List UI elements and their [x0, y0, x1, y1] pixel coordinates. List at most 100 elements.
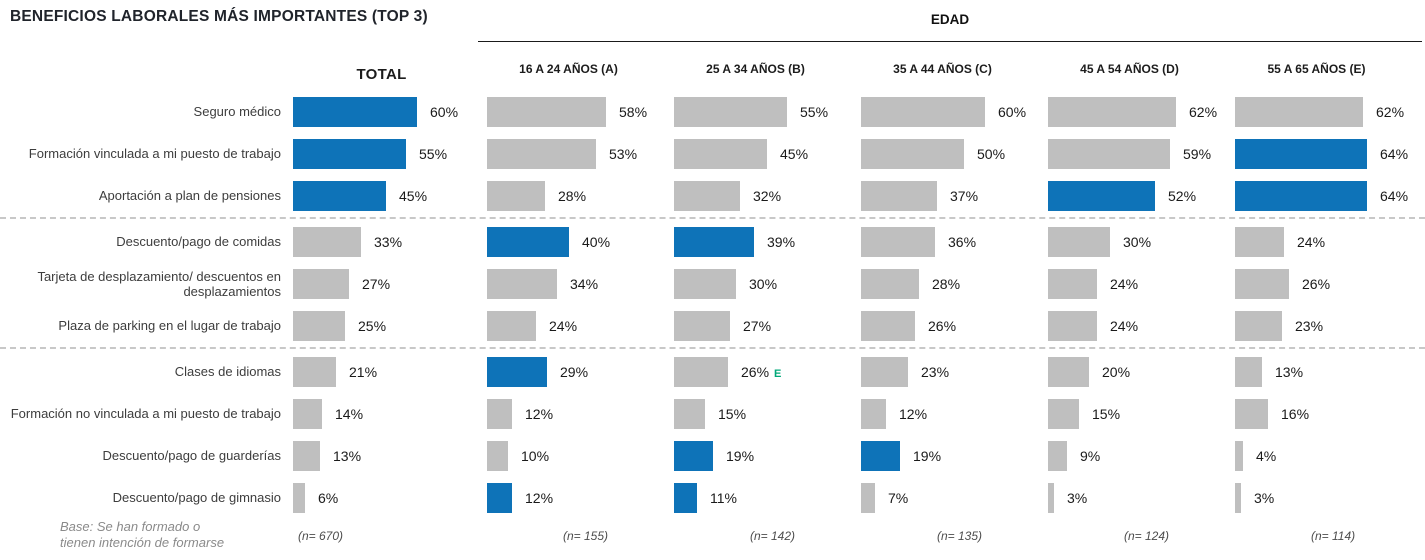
dashed-separator-line [0, 347, 1425, 351]
row-label: Tarjeta de desplazamiento/ descuentos en… [37, 268, 281, 299]
bar-cell: 7% [849, 483, 1036, 513]
bar-cell: 23% [849, 357, 1036, 387]
bar [487, 441, 508, 471]
bar-value-label: 29% [560, 364, 589, 380]
bar [861, 227, 935, 257]
bar-cell: 32% [662, 181, 849, 211]
bar [1048, 357, 1089, 387]
bar-cell: 28% [849, 269, 1036, 299]
bar-cell: 19% [662, 441, 849, 471]
bar-value-label: 28% [558, 188, 587, 204]
bar-cell: 39% [662, 227, 849, 257]
bar-value-label: 7% [888, 490, 909, 506]
row-label: Descuento/pago de comidas [116, 234, 281, 250]
bar-cell: 4% [1223, 441, 1410, 471]
bar-cell: 33% [288, 227, 475, 257]
bar-cell: 60% [288, 97, 475, 127]
bar [674, 181, 740, 211]
bar-value-label: 50% [977, 146, 1006, 162]
bar [1048, 97, 1176, 127]
base-count: (n= 124) [1124, 529, 1170, 543]
bar [1235, 441, 1243, 471]
bar [1235, 357, 1262, 387]
row-label: Formación vinculada a mi puesto de traba… [28, 146, 281, 162]
chart-row: Clases de idiomas 21% 29% 26% E 23% 20% 13% [0, 351, 1425, 393]
bar-value-label: 25% [358, 318, 387, 334]
bar-value-label: 9% [1080, 448, 1101, 464]
highlighted-bar [293, 181, 386, 211]
highlighted-bar [1235, 181, 1367, 211]
bar-value-label: 11% [710, 490, 737, 506]
bar-cell: 60% [849, 97, 1036, 127]
bar-value-label: 24% [1110, 276, 1139, 292]
bar-cell: 64% [1223, 139, 1410, 169]
bar [861, 311, 915, 341]
bar-value-label: 3% [1067, 490, 1088, 506]
bar-cell: 10% [475, 441, 662, 471]
bar-value-label: 53% [609, 146, 638, 162]
chart-row: Descuento/pago de guarderías 13% 10% 19% 19%… [0, 435, 1425, 477]
bar-cell: 19% [849, 441, 1036, 471]
bar-cell: 30% [1036, 227, 1223, 257]
base-count: (n= 114) [1311, 529, 1356, 543]
bar-value-label: 26% [741, 364, 770, 380]
base-count: (n= 142) [750, 529, 796, 543]
dashed-separator-line [0, 217, 1425, 221]
bar [293, 269, 349, 299]
bar [1048, 227, 1110, 257]
bar-value-label: 26% [1302, 276, 1331, 292]
bar-cell: 3% [1036, 483, 1223, 513]
bar-value-label: 60% [430, 104, 459, 120]
bar [1048, 399, 1079, 429]
bar-cell: 26% [849, 311, 1036, 341]
bar-cell: 21% [288, 357, 475, 387]
row-label: Formación no vinculada a mi puesto de tr… [10, 406, 281, 422]
bar [861, 97, 985, 127]
bar-cell: 26% E [662, 357, 849, 387]
highlighted-bar [1048, 181, 1155, 211]
bar-value-label: 13% [333, 448, 362, 464]
bar [674, 269, 736, 299]
bar-value-label: 34% [570, 276, 599, 292]
bar [487, 181, 545, 211]
bar [293, 227, 361, 257]
chart-row: Plaza de parking en el lugar de trabajo 2… [0, 305, 1425, 347]
bar-value-label: 36% [948, 234, 977, 250]
row-label: Seguro médico [193, 104, 281, 120]
bar [487, 311, 536, 341]
bar-cell: 16% [1223, 399, 1410, 429]
bar-value-label: 12% [525, 490, 554, 506]
bar-cell: 64% [1223, 181, 1410, 211]
bar-cell: 12% [475, 483, 662, 513]
bar-cell: 24% [1036, 311, 1223, 341]
bar-value-label: 12% [899, 406, 928, 422]
bar-cell: 13% [1223, 357, 1410, 387]
bar-value-label: 39% [767, 234, 796, 250]
chart-row: Descuento/pago de gimnasio 6% 12% 11% 7% 3% 3% [0, 477, 1425, 519]
bar-value-label: 33% [374, 234, 403, 250]
base-footnote: Base: Se han formado o tienen intención … [60, 519, 225, 551]
row-label: Clases de idiomas [174, 364, 281, 380]
bar-value-label: 19% [726, 448, 755, 464]
column-header: 16 A 24 AÑOS (A) [519, 62, 618, 76]
bar-cell: 27% [288, 269, 475, 299]
highlighted-bar [487, 227, 569, 257]
bar-value-label: 13% [1275, 364, 1304, 380]
highlighted-bar [293, 139, 406, 169]
bar-cell: 50% [849, 139, 1036, 169]
column-header: 25 A 34 AÑOS (B) [706, 62, 805, 76]
bar [861, 357, 908, 387]
bar [293, 357, 336, 387]
bar-value-label: 55% [800, 104, 829, 120]
highlighted-bar [1235, 139, 1367, 169]
base-count: (n= 670) [298, 529, 344, 543]
bar-cell: 62% [1223, 97, 1410, 127]
bar-value-label: 19% [913, 448, 942, 464]
bar-value-label: 62% [1189, 104, 1218, 120]
bar-cell: 15% [662, 399, 849, 429]
bar [674, 357, 728, 387]
bar-cell: 14% [288, 399, 475, 429]
bar-cell: 13% [288, 441, 475, 471]
bar-cell: 24% [1223, 227, 1410, 257]
